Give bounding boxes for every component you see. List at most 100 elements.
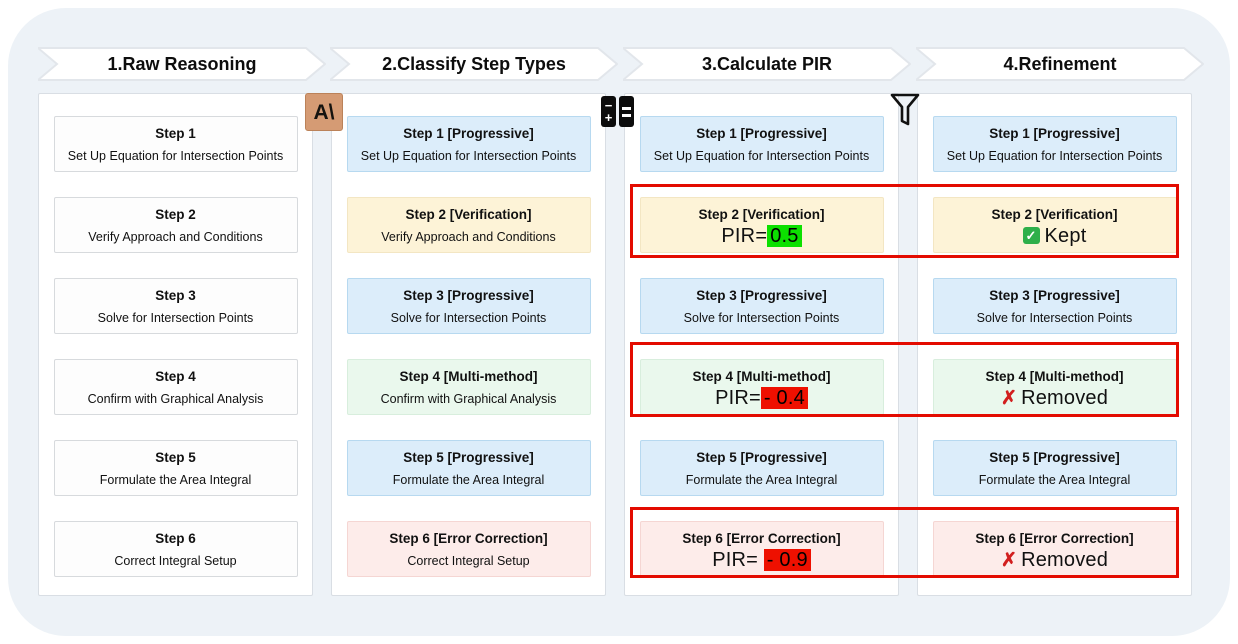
step-title: Step 3 [Progressive] bbox=[989, 288, 1120, 303]
step-title: Step 1 [Progressive] bbox=[696, 126, 827, 141]
step-title: Step 2 bbox=[155, 207, 196, 222]
pir-label: PIR= bbox=[721, 225, 768, 247]
status-text: Removed bbox=[1021, 387, 1109, 409]
step-title: Step 6 [Error Correction] bbox=[389, 531, 548, 546]
step-title: Step 2 [Verification] bbox=[698, 207, 825, 222]
equals-bar bbox=[622, 113, 631, 117]
step-subtitle: Formulate the Area Integral bbox=[978, 473, 1131, 487]
pir-value-negative: - 0.9 bbox=[763, 549, 811, 571]
step-card-error-correction: Step 6 [Error Correction] Correct Integr… bbox=[346, 521, 591, 577]
stage-header-classify: 2.Classify Step Types bbox=[330, 47, 618, 81]
pir-value-negative: - 0.4 bbox=[760, 387, 808, 409]
step-title: Step 3 [Progressive] bbox=[403, 288, 534, 303]
step-subtitle: Correct Integral Setup bbox=[407, 554, 530, 568]
anthropic-logo-icon: A\ bbox=[305, 93, 343, 131]
step-card-verification: Step 2 [Verification] ✓ Kept bbox=[932, 197, 1177, 253]
step-subtitle: Formulate the Area Integral bbox=[392, 473, 545, 487]
step-card-progressive: Step 3 [Progressive] Solve for Intersect… bbox=[346, 278, 591, 334]
step-subtitle: Solve for Intersection Points bbox=[976, 311, 1133, 325]
step-card-progressive: Step 5 [Progressive] Formulate the Area … bbox=[346, 440, 591, 496]
step-title: Step 3 bbox=[155, 288, 196, 303]
step-subtitle: Formulate the Area Integral bbox=[685, 473, 838, 487]
step-title: Step 2 [Verification] bbox=[405, 207, 532, 222]
step-card-progressive: Step 5 [Progressive] Formulate the Area … bbox=[932, 440, 1177, 496]
step-card: Step 5 Formulate the Area Integral bbox=[53, 440, 298, 496]
pir-line: PIR= 0.5 bbox=[641, 225, 883, 248]
step-subtitle: Confirm with Graphical Analysis bbox=[380, 392, 557, 406]
stage-title: 1.Raw Reasoning bbox=[107, 54, 257, 74]
step-subtitle: Verify Approach and Conditions bbox=[381, 230, 556, 244]
step-title: Step 6 [Error Correction] bbox=[682, 531, 841, 546]
pir-value-positive: 0.5 bbox=[767, 225, 802, 247]
step-card-verification: Step 2 [Verification] PIR= 0.5 bbox=[639, 197, 884, 253]
green-checkbox-icon: ✓ bbox=[1022, 227, 1040, 244]
stage-title: 3.Calculate PIR bbox=[701, 54, 833, 74]
step-title: Step 4 [Multi-method] bbox=[985, 369, 1124, 384]
step-title: Step 5 [Progressive] bbox=[403, 450, 534, 465]
status-text: Kept bbox=[1044, 225, 1087, 247]
stage-title: 2.Classify Step Types bbox=[382, 54, 566, 74]
step-subtitle: Set Up Equation for Intersection Points bbox=[67, 149, 284, 163]
stage-title: 4.Refinement bbox=[1003, 54, 1117, 74]
step-title: Step 4 [Multi-method] bbox=[692, 369, 831, 384]
minus-glyph: − bbox=[604, 97, 613, 113]
calculator-icon: − + bbox=[601, 96, 634, 127]
refinement-highlight-box-step4 bbox=[630, 342, 1179, 417]
step-card-multi-method: Step 4 [Multi-method] Confirm with Graph… bbox=[346, 359, 591, 415]
step-card: Step 4 Confirm with Graphical Analysis bbox=[53, 359, 298, 415]
stage-header-calculate-pir: 3.Calculate PIR bbox=[623, 47, 911, 81]
pir-line: PIR= - 0.9 bbox=[641, 549, 883, 572]
calculator-equals-key bbox=[619, 96, 634, 127]
filter-funnel-icon bbox=[890, 93, 920, 126]
step-title: Step 6 [Error Correction] bbox=[975, 531, 1134, 546]
step-subtitle: Set Up Equation for Intersection Points bbox=[653, 149, 870, 163]
refinement-highlight-box-step6 bbox=[630, 507, 1179, 578]
step-title: Step 1 [Progressive] bbox=[989, 126, 1120, 141]
step-title: Step 1 bbox=[155, 126, 196, 141]
step-card: Step 1 Set Up Equation for Intersection … bbox=[53, 116, 298, 172]
status-line-removed: ✗ Removed bbox=[934, 549, 1176, 572]
equals-bar bbox=[622, 106, 631, 110]
status-text: Removed bbox=[1021, 549, 1109, 571]
status-line-kept: ✓ Kept bbox=[934, 225, 1176, 248]
plus-glyph: + bbox=[604, 109, 613, 125]
step-card-verification: Step 2 [Verification] Verify Approach an… bbox=[346, 197, 591, 253]
step-card-progressive: Step 1 [Progressive] Set Up Equation for… bbox=[346, 116, 591, 172]
status-line-removed: ✗ Removed bbox=[934, 387, 1176, 410]
step-card: Step 2 Verify Approach and Conditions bbox=[53, 197, 298, 253]
step-title: Step 6 bbox=[155, 531, 196, 546]
step-subtitle: Formulate the Area Integral bbox=[99, 473, 252, 487]
step-title: Step 5 [Progressive] bbox=[989, 450, 1120, 465]
step-card-progressive: Step 5 [Progressive] Formulate the Area … bbox=[639, 440, 884, 496]
step-card: Step 3 Solve for Intersection Points bbox=[53, 278, 298, 334]
step-subtitle: Verify Approach and Conditions bbox=[88, 230, 263, 244]
step-card-error-correction: Step 6 [Error Correction] PIR= - 0.9 bbox=[639, 521, 884, 577]
step-card-multi-method: Step 4 [Multi-method] PIR= - 0.4 bbox=[639, 359, 884, 415]
panel-classify-step-types: Step 1 [Progressive] Set Up Equation for… bbox=[331, 93, 606, 596]
refinement-highlight-box-step2 bbox=[630, 184, 1179, 258]
step-title: Step 3 [Progressive] bbox=[696, 288, 827, 303]
step-card-progressive: Step 3 [Progressive] Solve for Intersect… bbox=[639, 278, 884, 334]
pir-label: PIR= bbox=[712, 549, 764, 571]
pir-line: PIR= - 0.4 bbox=[641, 387, 883, 410]
step-title: Step 5 [Progressive] bbox=[696, 450, 827, 465]
chevron-banner bbox=[623, 47, 911, 81]
step-card: Step 6 Correct Integral Setup bbox=[53, 521, 298, 577]
red-cross-icon: ✗ bbox=[1000, 388, 1018, 409]
stage-header-refinement: 4.Refinement bbox=[916, 47, 1204, 81]
step-title: Step 4 [Multi-method] bbox=[399, 369, 538, 384]
step-title: Step 2 [Verification] bbox=[991, 207, 1118, 222]
step-subtitle: Correct Integral Setup bbox=[114, 554, 237, 568]
step-subtitle: Solve for Intersection Points bbox=[683, 311, 840, 325]
step-card-error-correction: Step 6 [Error Correction] ✗ Removed bbox=[932, 521, 1177, 577]
step-card-progressive: Step 3 [Progressive] Solve for Intersect… bbox=[932, 278, 1177, 334]
stage-header-raw-reasoning: 1.Raw Reasoning bbox=[38, 47, 326, 81]
step-title: Step 5 bbox=[155, 450, 196, 465]
pir-label: PIR= bbox=[715, 387, 761, 409]
red-cross-icon: ✗ bbox=[1000, 550, 1018, 571]
step-subtitle: Set Up Equation for Intersection Points bbox=[360, 149, 577, 163]
step-subtitle: Solve for Intersection Points bbox=[390, 311, 547, 325]
step-card-multi-method: Step 4 [Multi-method] ✗ Removed bbox=[932, 359, 1177, 415]
step-title: Step 4 bbox=[155, 369, 196, 384]
step-card-progressive: Step 1 [Progressive] Set Up Equation for… bbox=[932, 116, 1177, 172]
